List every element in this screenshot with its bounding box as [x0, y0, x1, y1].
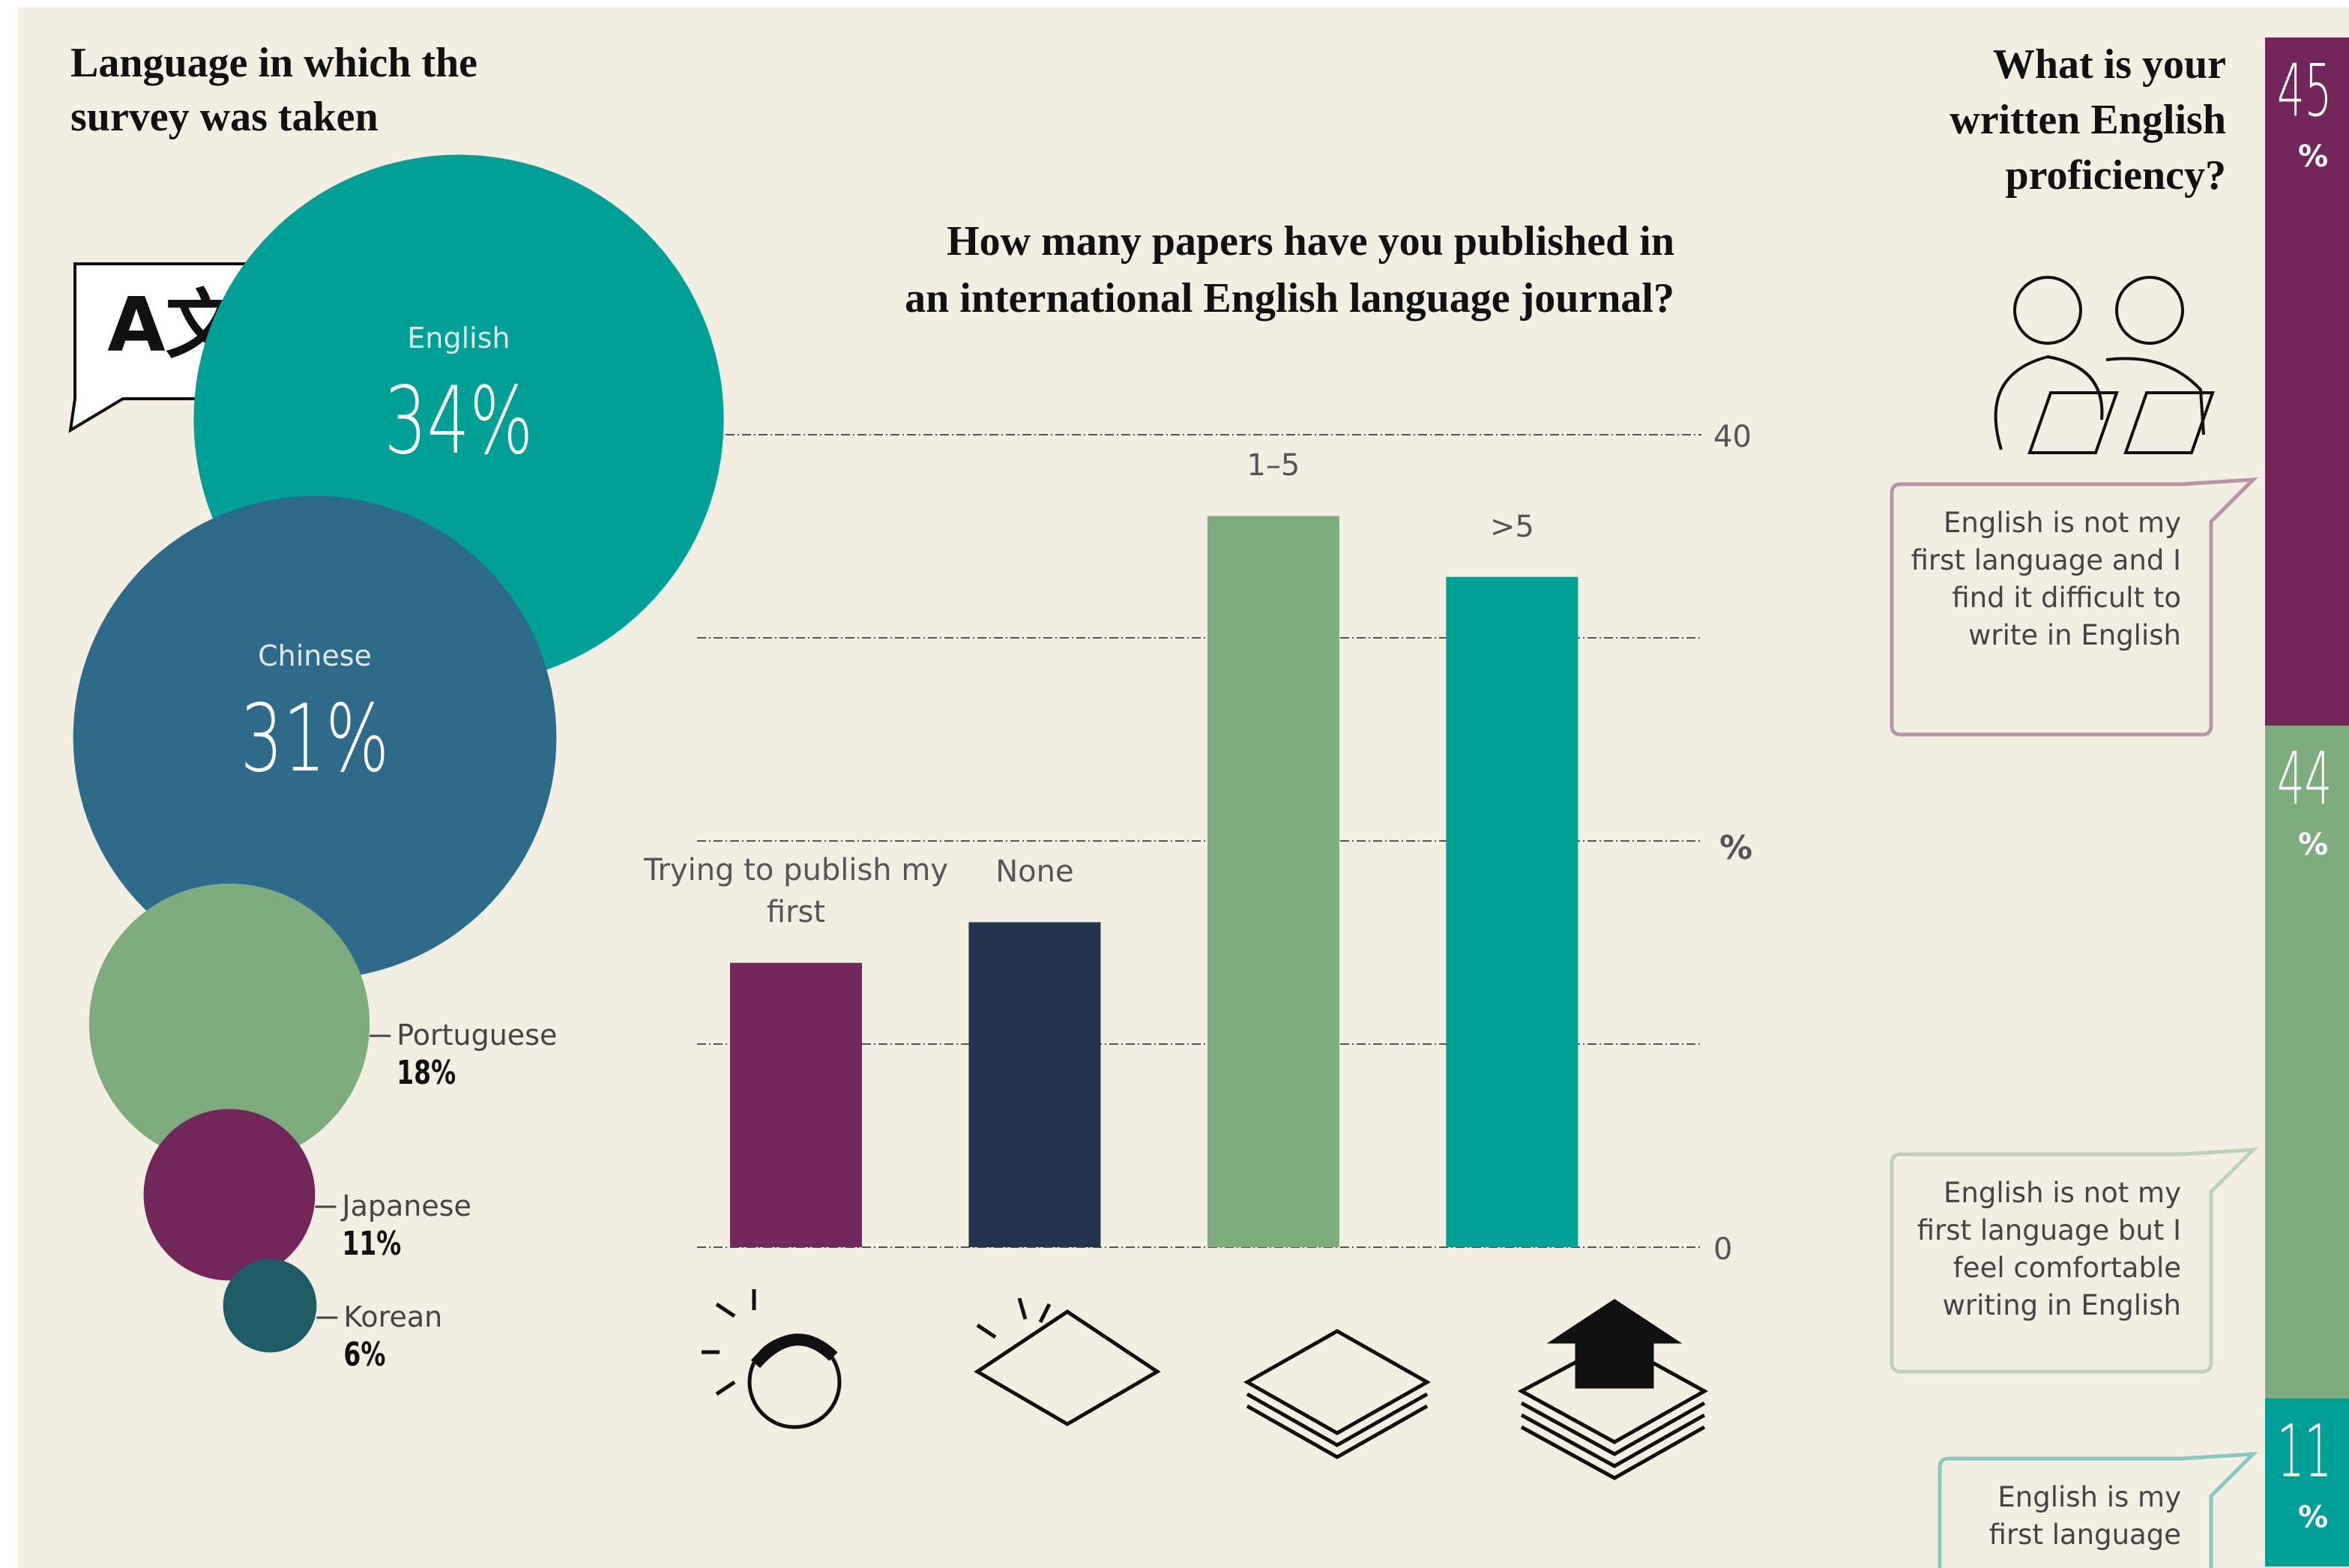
bar	[1446, 576, 1578, 1247]
callout-frame	[1890, 477, 2258, 737]
bar	[730, 962, 862, 1247]
stack-segment	[2265, 37, 2349, 726]
bubble-value-label: 11%	[342, 1225, 401, 1263]
x-category-label-box: >5	[1489, 507, 1534, 544]
bubble	[143, 1109, 316, 1281]
bubble	[88, 883, 370, 1165]
bubble-value-label: 18%	[396, 1054, 456, 1092]
segment-value-label: 45	[2277, 49, 2332, 133]
chart-title-box: What is your written English proficiency…	[1950, 42, 2226, 199]
callout-frame	[1890, 1148, 2258, 1374]
bubble-category: Japanese	[340, 1189, 471, 1222]
bar-icons	[702, 1289, 1709, 1480]
chart-title: How many papers have you published in an…	[905, 219, 1674, 322]
bubble-value-label: 34%	[385, 367, 533, 474]
callout-text: English is my first language	[1988, 1483, 2181, 1552]
callout-text-box: English is not my first language but I f…	[1917, 1178, 2181, 1322]
y-tick-label: 40	[1713, 420, 1752, 454]
chart-title: What is your written English proficiency…	[1950, 42, 2226, 199]
x-category-label-box: 1–5	[1246, 447, 1300, 483]
callout-text-box: English is not my first language and I f…	[1911, 508, 2181, 652]
x-category-label: Trying to publish my first	[643, 851, 948, 930]
x-category-label: >5	[1489, 507, 1534, 544]
y-axis-label: %	[1719, 829, 1752, 867]
bubble-category: English	[407, 322, 510, 355]
bubble-value-label: 31%	[241, 685, 389, 792]
segment-unit: %	[2298, 1501, 2328, 1535]
chart-title: Language in which the survey was taken	[70, 40, 477, 141]
bubble	[223, 1258, 317, 1353]
callout-text: English is not my first language but I f…	[1917, 1178, 2181, 1322]
bar	[968, 922, 1101, 1247]
bubble-category: Chinese	[258, 639, 372, 672]
x-category-label-box: None	[995, 853, 1074, 890]
x-category-label: 1–5	[1246, 447, 1300, 483]
stack-segment	[2265, 726, 2349, 1399]
bubble-category: Portuguese	[396, 1019, 557, 1052]
people-icon	[1994, 276, 2215, 454]
bubble-category: Korean	[343, 1300, 442, 1333]
segment-value-label: 11	[2277, 1410, 2332, 1494]
chart-title-box: Language in which the survey was taken	[70, 40, 477, 141]
x-category-label: None	[995, 853, 1074, 890]
segment-unit: %	[2298, 827, 2328, 862]
callout-text: English is not my first language and I f…	[1911, 508, 2181, 652]
segment-unit: %	[2298, 139, 2328, 174]
callout-frame	[1938, 1452, 2258, 1568]
bubble-value-label: 6%	[343, 1336, 385, 1374]
x-category-label-box: Trying to publish my first	[643, 851, 948, 930]
segment-value-label: 44	[2277, 737, 2332, 821]
y-tick-label: 0	[1713, 1232, 1732, 1267]
bar	[1207, 516, 1339, 1247]
stack-segment	[2265, 1398, 2349, 1567]
chart-title-box: How many papers have you published in an…	[905, 219, 1674, 322]
bubble	[73, 495, 557, 980]
callout-text-box: English is my first language	[1988, 1483, 2181, 1552]
